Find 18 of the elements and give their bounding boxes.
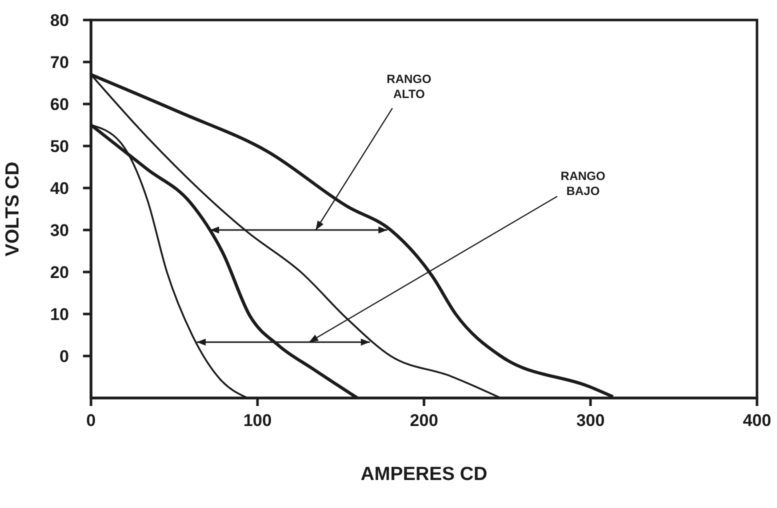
x-axis-title: AMPERES CD bbox=[360, 464, 488, 485]
y-tick-label: 0 bbox=[60, 347, 69, 366]
annotation: RANGO BAJO bbox=[560, 168, 606, 198]
x-tick-label: 300 bbox=[576, 411, 605, 430]
y-tick-label: 30 bbox=[50, 221, 69, 240]
x-tick-label: 200 bbox=[410, 411, 438, 430]
x-tick-label: 0 bbox=[86, 411, 96, 430]
y-tick-label: 70 bbox=[50, 53, 69, 72]
y-tick-label: 20 bbox=[50, 263, 69, 282]
x-tick-label: 400 bbox=[742, 411, 772, 430]
y-tick-label: 10 bbox=[50, 305, 69, 324]
y-axis-title: VOLTS CD bbox=[2, 162, 24, 256]
y-tick-label: 40 bbox=[50, 179, 69, 198]
y-tick-label: 80 bbox=[50, 11, 69, 30]
x-tick-label: 100 bbox=[243, 411, 272, 430]
y-tick-label: 60 bbox=[50, 95, 69, 114]
annotation: RANGO ALTO bbox=[386, 72, 432, 102]
y-tick-label: 50 bbox=[50, 137, 69, 156]
